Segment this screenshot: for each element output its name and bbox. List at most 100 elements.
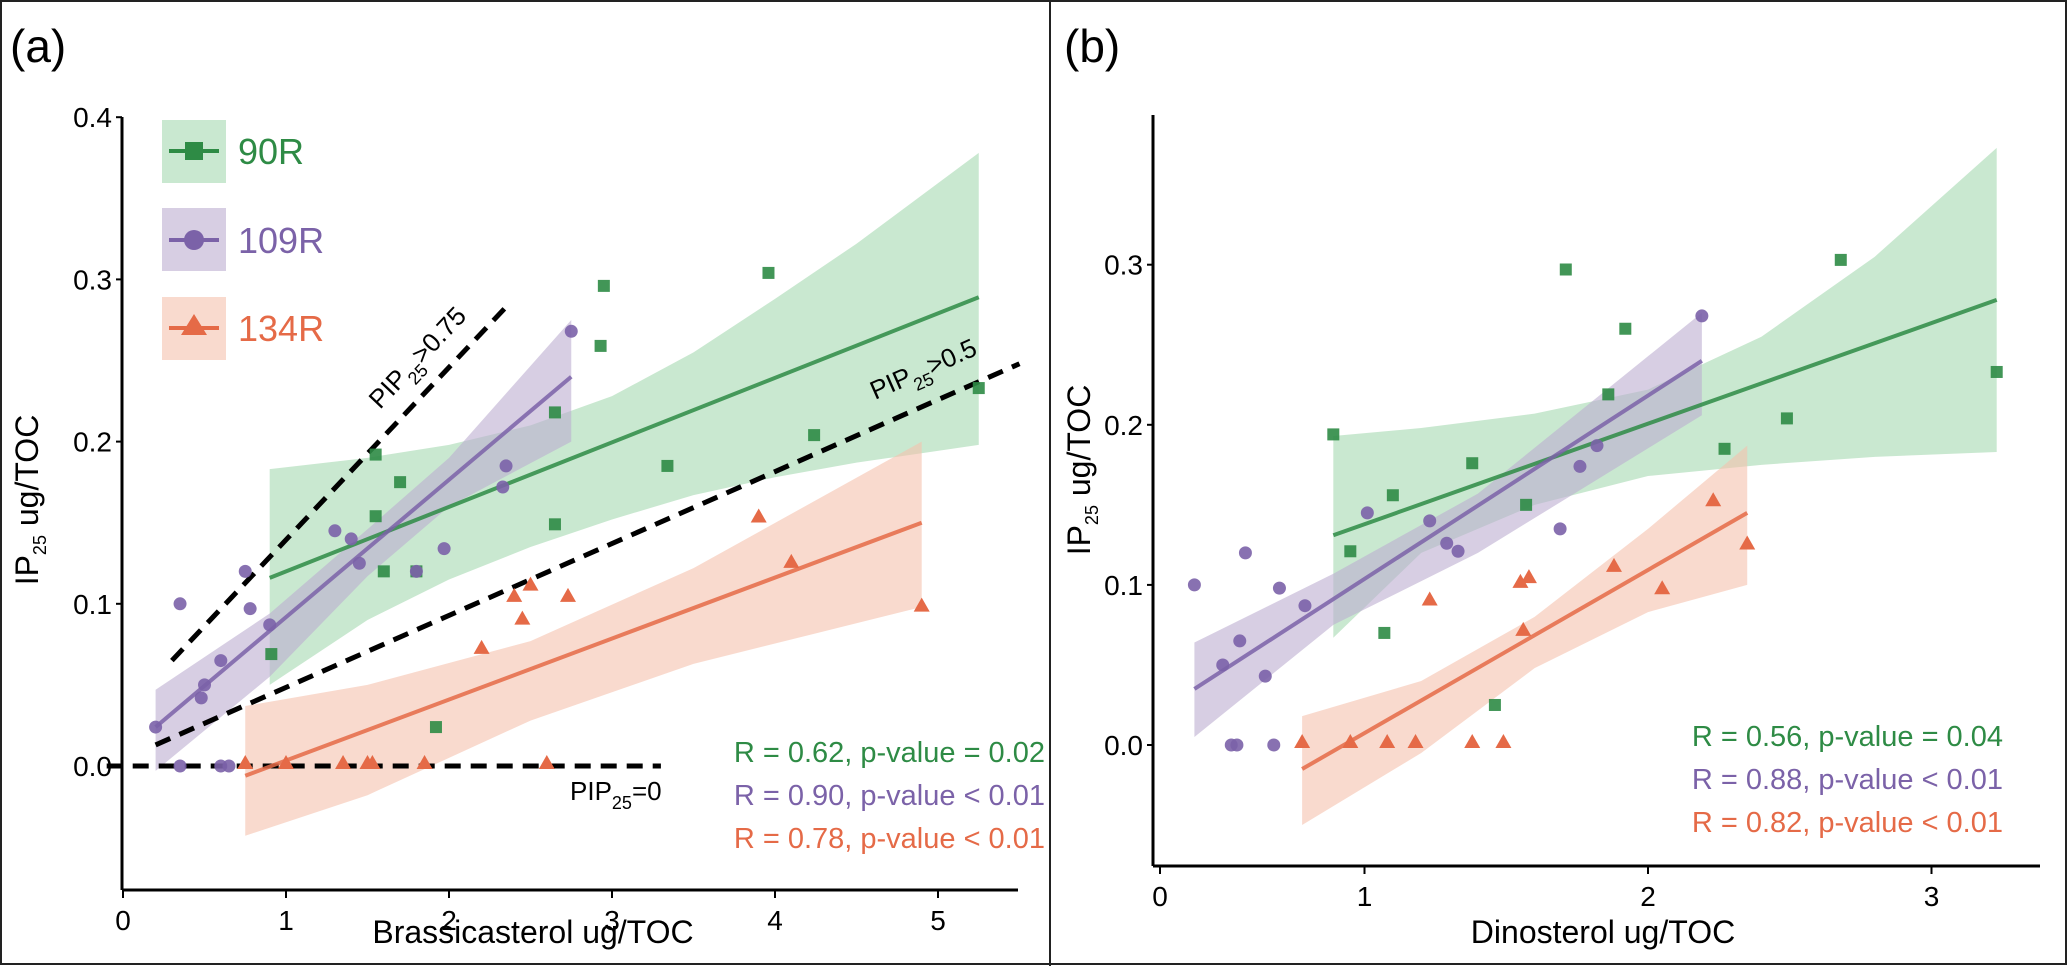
data-point-90r [1378,626,1391,639]
data-point-109r [328,524,342,538]
data-point-134r [1407,734,1424,748]
data-point-134r [473,639,490,654]
y-tick-label: 0.2 [73,427,112,458]
stat-109r: R = 0.90, p-value < 0.01 [734,780,1045,812]
data-point-109r [1187,578,1201,592]
legend-item-90r[interactable]: 90R [162,120,304,183]
data-point-90r [594,339,607,352]
data-point-109r [1216,658,1230,672]
data-point-90r [1466,457,1479,470]
square-marker-icon [185,142,203,160]
data-point-134r [1294,734,1311,748]
panel-a-axes: 0.0 0.1 0.2 0.3 0.4 0 1 2 3 4 5 [73,102,1018,936]
legend-item-109r[interactable]: 109R [162,208,324,271]
data-point-109r [499,459,513,473]
data-point-134r [1464,734,1481,748]
data-point-109r [1423,514,1437,528]
legend-label-90r: 90R [238,131,304,172]
data-point-109r [1553,522,1567,536]
y-tick-label: 0.1 [1104,570,1143,601]
data-point-134r [1421,591,1438,606]
data-point-134r [783,553,800,568]
data-point-90r [661,459,674,472]
stat-109r: R = 0.88, p-value < 0.01 [1692,764,2003,796]
data-point-134r [913,597,930,612]
data-point-90r [548,518,561,531]
legend: 90R 109R 134R [162,120,324,360]
data-point-109r [173,597,187,611]
data-point-90r [762,266,775,279]
x-tick-label: 3 [1924,881,1940,912]
data-point-90r [1619,322,1632,335]
stat-134r: R = 0.82, p-value < 0.01 [1692,807,2003,839]
y-tick-label: 0.0 [73,751,112,782]
data-point-90r [972,382,985,395]
data-point-90r [1602,388,1615,401]
data-point-90r [1520,498,1533,511]
x-tick-label: 2 [1640,881,1656,912]
data-point-109r [1573,459,1587,473]
data-point-109r [1360,506,1374,520]
fit-line-109r [1193,359,1703,691]
data-point-90r [369,510,382,523]
data-point-109r [1298,599,1312,613]
x-tick-label: 0 [1152,881,1168,912]
data-point-90r [808,429,821,442]
legend-item-134r[interactable]: 134R [162,297,324,360]
panel-a-fit-lines [154,295,980,778]
data-point-134r [416,755,433,769]
data-point-109r [194,691,208,705]
data-point-90r [377,565,390,578]
fit-line-134r [1301,511,1749,771]
x-tick-label: 5 [930,905,946,936]
data-point-109r [1695,309,1709,323]
data-point-134r [559,587,576,602]
data-point-90r [548,406,561,419]
data-point-90r [1780,412,1793,425]
x-tick-label: 1 [278,905,294,936]
x-tick-label: 0 [115,905,131,936]
data-point-90r [1488,698,1501,711]
data-point-109r [214,654,228,668]
data-point-134r [1495,734,1512,748]
panel-b-label: (b) [1064,20,1120,72]
data-point-134r [1512,573,1529,588]
reference-line-1 [154,361,1021,748]
data-point-90r [429,721,442,734]
y-axis-title: IP25 ug/TOC [1061,385,1102,556]
data-point-90r [1834,253,1847,266]
data-point-109r [149,720,163,734]
panel-b-points [1187,253,2003,752]
data-point-90r [1559,263,1572,276]
x-tick-label: 2 [441,905,457,936]
data-point-134r [1342,734,1359,748]
data-point-134r [506,587,523,602]
x-axis-title: Brassicasterol ug/TOC [372,914,693,950]
data-point-109r [198,678,211,692]
data-point-134r [364,755,381,769]
circle-marker-icon [184,230,204,250]
y-tick-label: 0.3 [1104,250,1143,281]
legend-label-109r: 109R [238,220,324,261]
y-tick-label: 0.4 [73,102,112,133]
data-point-90r [1327,428,1340,441]
data-point-109r [263,618,277,632]
data-point-109r [1590,439,1604,453]
data-point-109r [564,324,578,338]
fit-line-134r [244,520,923,778]
data-point-109r [437,542,451,556]
data-point-109r [1272,581,1286,595]
panel-a-points [149,266,985,773]
triangle-marker-icon [181,314,207,335]
data-point-90r [369,448,382,461]
fit-line-109r [154,375,573,729]
data-point-134r [522,576,539,591]
data-point-134r [335,755,352,769]
data-point-90r [265,648,278,661]
panel-b: (b) 0.0 0.1 0.2 0.3 0 1 2 3 R = 0.56, p-value =… [1061,20,2040,950]
x-tick-label: 1 [1357,881,1373,912]
data-point-109r [1440,536,1454,550]
